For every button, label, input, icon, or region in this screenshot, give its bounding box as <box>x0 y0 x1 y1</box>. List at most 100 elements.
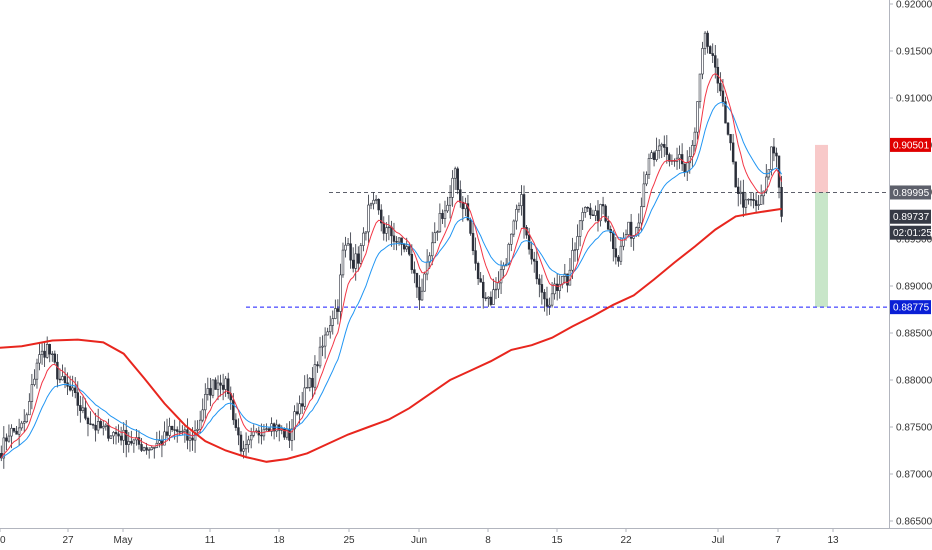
candle-body <box>260 434 263 437</box>
candle-body <box>209 388 212 396</box>
candle-body <box>221 384 225 390</box>
candle-body <box>183 429 187 432</box>
price-tick-label: 0.87500 <box>896 423 932 434</box>
candle-body <box>84 407 87 419</box>
candle-body <box>499 269 503 284</box>
candle-body <box>351 259 355 269</box>
candle-body <box>591 214 595 216</box>
candle-body <box>487 296 490 299</box>
candle-body <box>51 353 54 356</box>
time-tick-label: Jun <box>411 535 427 546</box>
candle-body <box>387 226 391 229</box>
candle-body <box>402 244 406 250</box>
candle-body <box>81 407 85 411</box>
stop-loss-zone[interactable] <box>815 144 828 193</box>
candle-body <box>691 145 694 157</box>
candle-body <box>576 236 579 250</box>
candle-body <box>397 237 401 243</box>
candle-body <box>313 364 317 388</box>
candle-body <box>742 191 745 208</box>
candle-body <box>173 429 176 431</box>
candle-body <box>12 427 16 432</box>
candle-body <box>770 146 773 170</box>
candle-body <box>708 46 712 54</box>
candle-body <box>385 227 388 234</box>
candle-body <box>328 325 332 333</box>
horizontal-levels[interactable] <box>246 191 889 308</box>
candle-body <box>652 152 656 160</box>
candle-body <box>359 245 363 264</box>
candle-body <box>548 304 551 307</box>
price-tick-label: 0.88000 <box>896 376 932 387</box>
candle-body <box>749 198 753 201</box>
candle-body <box>379 209 383 224</box>
candle-body <box>188 437 192 441</box>
candle-body <box>571 250 574 271</box>
time-axis[interactable]: 0 27 May 11 18 25 Jun 8 15 22 Jul 7 13 <box>0 528 839 546</box>
candle-body <box>68 385 72 391</box>
candle-body <box>7 435 11 442</box>
candle-body <box>142 447 146 451</box>
price-axis[interactable]: 0.920000.915000.910000.905000.900000.895… <box>889 0 932 528</box>
candle-body <box>660 144 663 147</box>
candle-body <box>102 426 105 429</box>
candle-body <box>408 246 411 255</box>
candle-body <box>45 344 49 358</box>
take-profit-zone[interactable] <box>815 192 828 308</box>
entry-price-tag-bg <box>890 185 931 200</box>
candle-body <box>346 243 350 246</box>
candle-body <box>30 384 34 402</box>
candle-body <box>247 439 250 446</box>
candle-body <box>22 421 26 424</box>
candle-body <box>206 388 210 395</box>
candle-body <box>655 150 658 160</box>
candle-body <box>471 233 475 251</box>
candle-body <box>629 221 633 239</box>
candle-body <box>711 53 714 56</box>
candle-body <box>538 278 541 285</box>
time-tick-label: 25 <box>343 535 355 546</box>
candle-body <box>86 417 90 425</box>
candle-body <box>433 232 437 244</box>
candle-body <box>650 152 653 159</box>
candle-body <box>543 292 546 300</box>
candle-body <box>606 220 610 230</box>
price-tick-label: 0.91000 <box>896 94 932 105</box>
candle-body <box>665 147 669 155</box>
candle-body <box>234 419 238 428</box>
candle-body <box>288 428 291 441</box>
candle-body <box>701 48 704 75</box>
candle-body <box>336 308 340 312</box>
candle-body <box>339 274 342 312</box>
candle-body <box>451 177 454 198</box>
candle-body <box>494 288 498 291</box>
candle-body <box>168 425 171 436</box>
candle-body <box>35 362 39 380</box>
time-tick-label: 7 <box>775 535 781 546</box>
candle-body <box>757 204 760 206</box>
candle-body <box>369 203 373 206</box>
candle-body <box>323 334 327 347</box>
candle-body <box>640 206 643 224</box>
candle-body <box>198 419 202 430</box>
candle-body <box>2 437 6 459</box>
candle-body <box>775 152 778 157</box>
candle-body <box>15 430 18 435</box>
candle-body <box>456 168 459 190</box>
candle-body <box>476 263 480 279</box>
candle-body <box>140 444 143 451</box>
position-zones[interactable] <box>815 144 828 308</box>
candle-body <box>357 253 360 264</box>
candle-body <box>349 243 352 261</box>
candle-body <box>400 237 403 245</box>
candle-body <box>420 290 424 301</box>
countdown-tag-bg <box>890 225 931 240</box>
candle-body <box>224 378 227 390</box>
candle-body <box>596 210 600 222</box>
candle-body <box>265 428 268 430</box>
candle-body <box>298 403 301 415</box>
candle-body <box>306 387 309 389</box>
candle-body <box>201 409 204 421</box>
entry-price-tag: 0.89995 <box>893 188 930 199</box>
